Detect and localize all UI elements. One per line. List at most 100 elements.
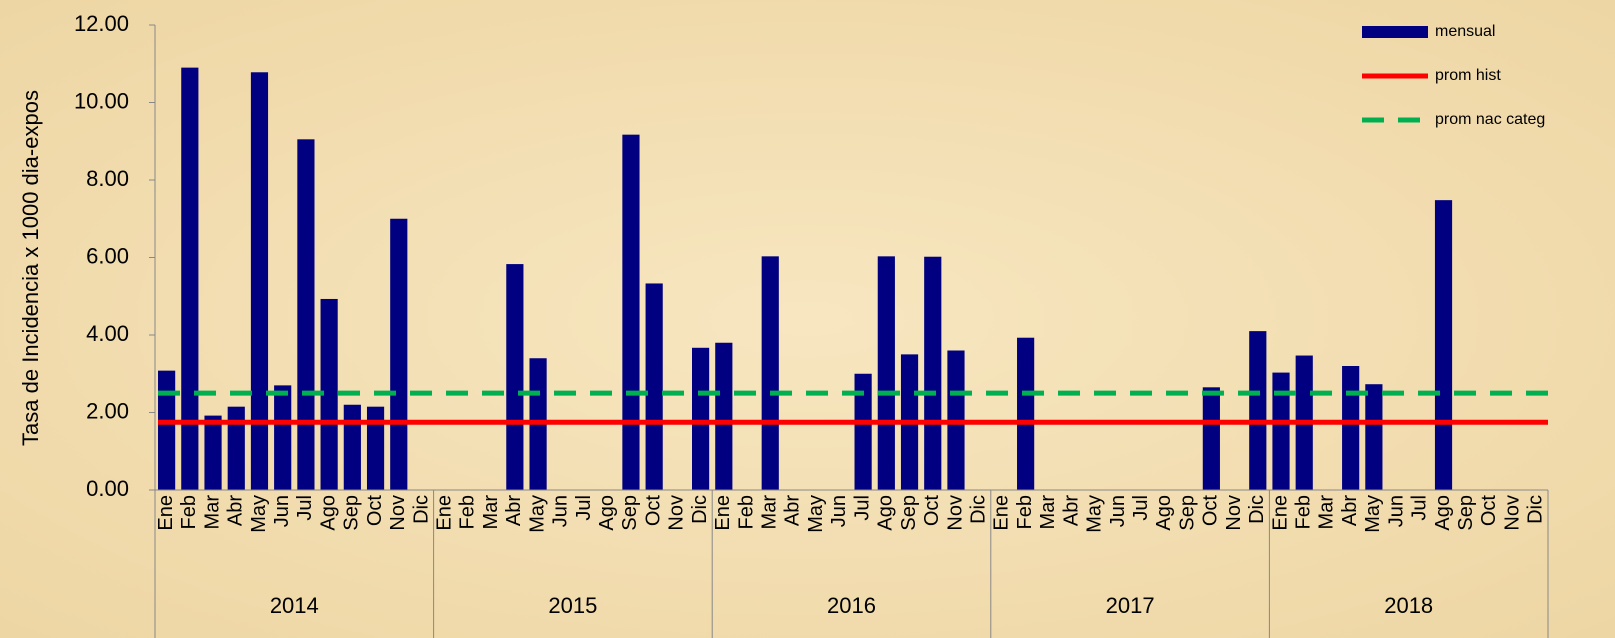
x-tick-label: Ene bbox=[712, 495, 734, 531]
x-tick-label: Ene bbox=[1269, 495, 1291, 531]
x-tick-label: Ago bbox=[875, 495, 897, 531]
x-tick-label: Ene bbox=[433, 495, 455, 531]
bar bbox=[506, 264, 524, 490]
bar bbox=[645, 283, 663, 490]
x-tick-label: Feb bbox=[178, 495, 200, 529]
x-tick-label: Feb bbox=[735, 495, 757, 529]
bar bbox=[366, 406, 385, 490]
bar bbox=[1017, 337, 1035, 490]
x-tick-label: Ene bbox=[155, 495, 177, 531]
bar bbox=[343, 404, 361, 490]
x-tick-label: Oct bbox=[921, 495, 943, 527]
year-label: 2017 bbox=[1106, 593, 1155, 618]
legend-label: prom hist bbox=[1435, 67, 1501, 84]
x-tick-label: Dic bbox=[1246, 495, 1268, 524]
bar bbox=[227, 406, 245, 490]
x-tick-label: Ago bbox=[317, 495, 339, 531]
x-tick-label: Dic bbox=[689, 495, 711, 524]
year-label: 2015 bbox=[548, 593, 597, 618]
x-tick-label: Mar bbox=[1316, 495, 1338, 530]
x-tick-label: Mar bbox=[1037, 495, 1059, 530]
x-tick-label: Dic bbox=[410, 495, 432, 524]
bar bbox=[1365, 384, 1383, 490]
y-tick-label: 4.00 bbox=[86, 321, 129, 346]
year-label: 2018 bbox=[1384, 593, 1433, 618]
bar bbox=[1434, 200, 1453, 490]
x-tick-label: Mar bbox=[480, 495, 502, 530]
x-tick-label: Jun bbox=[828, 495, 850, 527]
x-tick-label: Ene bbox=[991, 495, 1013, 531]
x-tick-label: Dic bbox=[1525, 495, 1547, 524]
x-tick-label: May bbox=[1084, 495, 1106, 533]
bar bbox=[692, 347, 710, 490]
x-tick-label: Jun bbox=[1385, 495, 1407, 527]
x-tick-label: May bbox=[526, 495, 548, 533]
year-label: 2014 bbox=[270, 593, 319, 618]
x-tick-label: Oct bbox=[642, 495, 664, 527]
x-tick-label: Jul bbox=[851, 495, 873, 521]
y-tick-label: 6.00 bbox=[86, 243, 129, 268]
x-tick-label: Sep bbox=[898, 495, 920, 531]
y-tick-label: 8.00 bbox=[86, 166, 129, 191]
bar bbox=[181, 67, 199, 490]
x-tick-label: Abr bbox=[1060, 495, 1082, 526]
bar bbox=[274, 385, 292, 490]
y-tick-label: 10.00 bbox=[74, 88, 129, 113]
bar bbox=[320, 298, 338, 490]
x-tick-label: Feb bbox=[1014, 495, 1036, 529]
x-tick-label: May bbox=[248, 495, 270, 533]
x-tick-label: May bbox=[805, 495, 827, 533]
x-tick-label: Sep bbox=[341, 495, 363, 531]
x-tick-label: Nov bbox=[944, 495, 966, 531]
y-tick-label: 0.00 bbox=[86, 476, 129, 501]
x-tick-label: Ago bbox=[1432, 495, 1454, 531]
x-tick-label: Jul bbox=[573, 495, 595, 521]
x-tick-label: May bbox=[1362, 495, 1384, 533]
x-tick-label: Mar bbox=[201, 495, 223, 530]
bar bbox=[204, 415, 222, 490]
bar bbox=[924, 256, 942, 490]
x-tick-label: Abr bbox=[225, 495, 247, 526]
bar bbox=[1249, 331, 1267, 490]
bar bbox=[715, 342, 733, 490]
bar bbox=[877, 256, 895, 490]
bar bbox=[761, 256, 779, 490]
x-tick-label: Dic bbox=[967, 495, 989, 524]
x-tick-label: Oct bbox=[1478, 495, 1500, 527]
bar bbox=[250, 72, 269, 491]
x-tick-label: Sep bbox=[619, 495, 641, 531]
bar bbox=[854, 373, 872, 490]
x-tick-label: Abr bbox=[1339, 495, 1361, 526]
y-tick-label: 2.00 bbox=[86, 398, 129, 423]
bar bbox=[158, 370, 176, 490]
x-tick-label: Oct bbox=[364, 495, 386, 527]
x-tick-label: Jul bbox=[1130, 495, 1152, 521]
x-tick-label: Feb bbox=[1293, 495, 1315, 529]
x-tick-label: Sep bbox=[1455, 495, 1477, 531]
x-tick-label: Jun bbox=[550, 495, 572, 527]
x-tick-label: Feb bbox=[457, 495, 479, 529]
x-tick-label: Sep bbox=[1176, 495, 1198, 531]
x-tick-label: Ago bbox=[596, 495, 618, 531]
x-tick-label: Nov bbox=[387, 495, 409, 531]
x-tick-label: Jul bbox=[294, 495, 316, 521]
bar bbox=[1202, 387, 1220, 490]
y-tick-label: 12.00 bbox=[74, 11, 129, 36]
x-tick-label: Mar bbox=[759, 495, 781, 530]
x-tick-label: Nov bbox=[1223, 495, 1245, 531]
x-tick-label: Ago bbox=[1153, 495, 1175, 531]
x-tick-label: Jun bbox=[271, 495, 293, 527]
legend-label: mensual bbox=[1435, 23, 1495, 40]
legend-swatch bbox=[1362, 26, 1428, 38]
x-tick-label: Abr bbox=[503, 495, 525, 526]
x-tick-label: Nov bbox=[1501, 495, 1523, 531]
bar bbox=[390, 218, 408, 490]
bar bbox=[1342, 366, 1360, 490]
x-tick-label: Jul bbox=[1409, 495, 1431, 521]
bar bbox=[297, 139, 315, 490]
bar bbox=[622, 134, 640, 490]
y-axis-title: Tasa de Incidencia x 1000 dia-expos bbox=[18, 90, 43, 446]
legend-label: prom nac categ bbox=[1435, 111, 1545, 128]
